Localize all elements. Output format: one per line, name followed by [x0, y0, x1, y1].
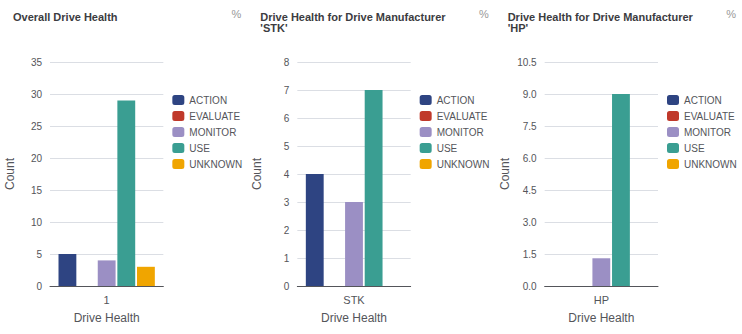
svg-text:EVALUATE: EVALUATE — [189, 111, 240, 122]
svg-text:MONITOR: MONITOR — [189, 127, 236, 138]
svg-text:UNKNOWN: UNKNOWN — [189, 159, 242, 170]
svg-text:USE: USE — [189, 143, 210, 154]
svg-text:15: 15 — [31, 185, 43, 196]
svg-text:7.5: 7.5 — [523, 121, 537, 132]
svg-text:UNKNOWN: UNKNOWN — [437, 159, 490, 170]
svg-text:ACTION: ACTION — [437, 95, 475, 106]
svg-text:%: % — [232, 8, 242, 20]
svg-text:'HP': 'HP' — [508, 22, 529, 34]
svg-text:MONITOR: MONITOR — [684, 127, 731, 138]
svg-text:1.5: 1.5 — [523, 249, 537, 260]
svg-text:20: 20 — [31, 153, 43, 164]
svg-text:6: 6 — [284, 113, 290, 124]
svg-text:'STK': 'STK' — [260, 22, 288, 34]
svg-text:%: % — [726, 8, 736, 20]
svg-text:Count: Count — [498, 157, 512, 190]
svg-text:10: 10 — [31, 217, 43, 228]
svg-text:5: 5 — [284, 141, 290, 152]
svg-text:Drive Health: Drive Health — [568, 311, 634, 325]
svg-text:Overall Drive Health: Overall Drive Health — [13, 11, 118, 23]
svg-text:0: 0 — [284, 281, 290, 292]
svg-text:4: 4 — [284, 169, 290, 180]
svg-text:6.0: 6.0 — [523, 153, 537, 164]
svg-text:30: 30 — [31, 89, 43, 100]
svg-text:Drive Health for Drive Manufac: Drive Health for Drive Manufacturer — [260, 11, 446, 23]
svg-text:EVALUATE: EVALUATE — [684, 111, 735, 122]
svg-text:ACTION: ACTION — [189, 95, 227, 106]
svg-text:%: % — [479, 8, 489, 20]
svg-text:MONITOR: MONITOR — [437, 127, 484, 138]
svg-text:HP: HP — [594, 294, 609, 306]
svg-text:USE: USE — [684, 143, 705, 154]
svg-text:9.0: 9.0 — [523, 89, 537, 100]
svg-text:UNKNOWN: UNKNOWN — [684, 159, 737, 170]
svg-text:10.5: 10.5 — [517, 57, 537, 68]
svg-text:8: 8 — [284, 57, 290, 68]
svg-text:Drive Health: Drive Health — [74, 311, 140, 325]
svg-text:Drive Health for Drive Manufac: Drive Health for Drive Manufacturer — [508, 11, 694, 23]
svg-text:35: 35 — [31, 57, 43, 68]
svg-text:0.0: 0.0 — [523, 281, 537, 292]
svg-text:3.0: 3.0 — [523, 217, 537, 228]
svg-text:Count: Count — [250, 157, 264, 190]
svg-text:0: 0 — [36, 281, 42, 292]
svg-text:1: 1 — [284, 253, 290, 264]
svg-text:3: 3 — [284, 197, 290, 208]
svg-text:1: 1 — [104, 294, 110, 306]
svg-text:2: 2 — [284, 225, 290, 236]
svg-text:Drive Health: Drive Health — [321, 311, 387, 325]
svg-text:USE: USE — [437, 143, 458, 154]
svg-text:25: 25 — [31, 121, 43, 132]
svg-text:7: 7 — [284, 85, 290, 96]
svg-text:EVALUATE: EVALUATE — [437, 111, 488, 122]
svg-text:STK: STK — [343, 294, 365, 306]
svg-text:ACTION: ACTION — [684, 95, 722, 106]
svg-text:4.5: 4.5 — [523, 185, 537, 196]
svg-text:Count: Count — [3, 157, 17, 190]
svg-text:5: 5 — [36, 249, 42, 260]
